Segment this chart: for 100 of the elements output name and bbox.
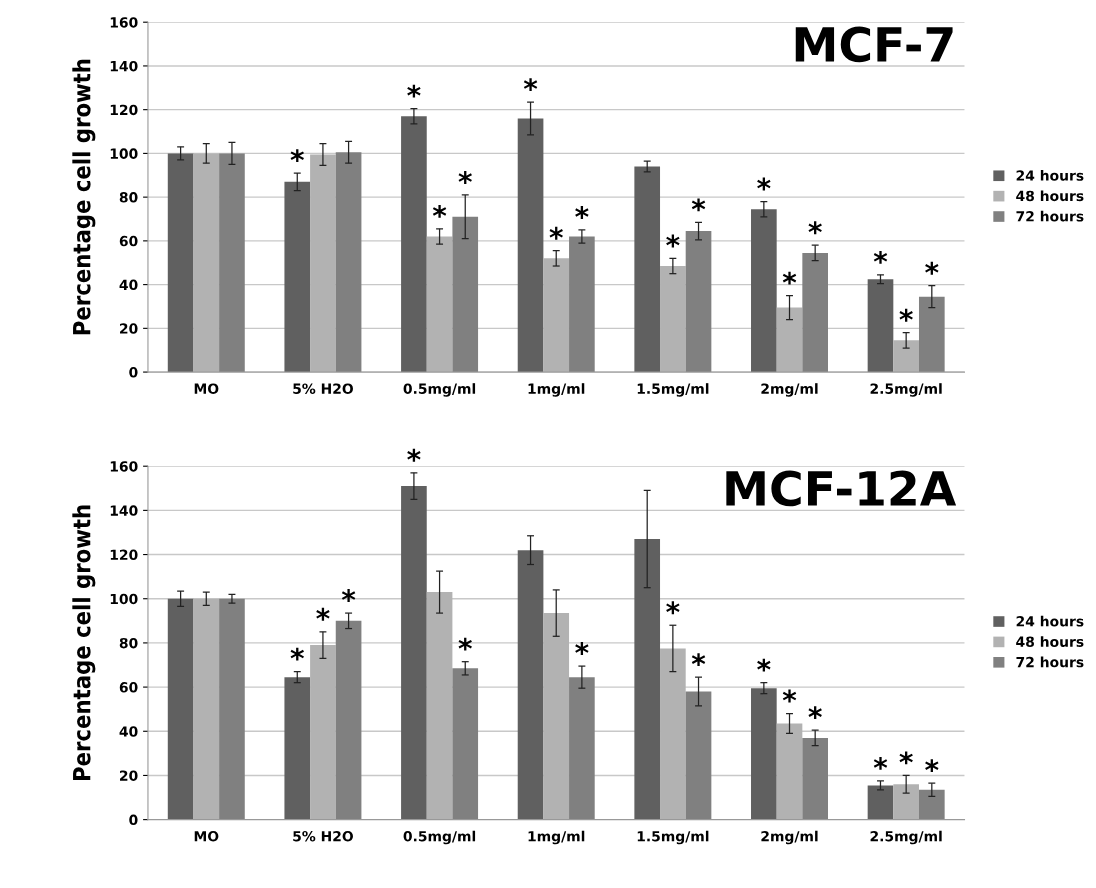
bar — [893, 784, 919, 820]
x-tick-label: 2mg/ml — [761, 830, 818, 845]
data-label: * — [757, 658, 771, 672]
data-label: * — [782, 271, 797, 285]
bar — [776, 307, 803, 373]
y-tick-label: 80 — [119, 637, 138, 649]
bar — [543, 258, 570, 373]
data-label: * — [899, 308, 913, 322]
bar — [802, 737, 828, 820]
legend-label: 24 hours — [1016, 615, 1084, 627]
bar — [569, 677, 595, 820]
chart-title: MCF-12A — [726, 470, 957, 507]
x-tick-label: MO — [194, 383, 219, 394]
data-label: * — [873, 250, 888, 264]
y-tick-label: 100 — [110, 148, 138, 159]
x-tick-label: 2.5mg/ml — [870, 830, 942, 845]
data-label: * — [575, 206, 589, 219]
bar — [219, 153, 245, 373]
bar — [685, 691, 712, 820]
bar — [167, 153, 194, 373]
bar — [401, 486, 427, 820]
bar — [193, 598, 220, 820]
y-tick-label: 140 — [110, 60, 138, 72]
x-tick-label: 5% H2O — [293, 830, 353, 842]
data-label: * — [691, 198, 706, 212]
bar — [167, 598, 194, 820]
bar — [284, 181, 311, 373]
bar — [517, 118, 544, 373]
y-tick-label: 80 — [119, 192, 138, 203]
data-label: * — [666, 601, 680, 615]
bar — [310, 645, 336, 820]
x-tick-label: 1mg/ml — [528, 383, 585, 397]
data-label: * — [757, 177, 771, 191]
x-tick-label: 0.5mg/ml — [403, 830, 476, 845]
data-label: * — [782, 689, 797, 703]
data-label: * — [458, 171, 472, 184]
bar — [452, 216, 479, 373]
y-tick-label: 160 — [110, 461, 138, 472]
y-tick-label: 120 — [110, 104, 138, 116]
y-tick-label: 100 — [110, 593, 138, 605]
bar — [660, 648, 686, 820]
data-label: * — [523, 78, 538, 92]
bar — [452, 668, 479, 820]
bar — [751, 688, 777, 820]
bar — [426, 236, 453, 373]
data-label: * — [549, 226, 563, 240]
bar — [310, 154, 336, 373]
bar — [634, 539, 661, 820]
bar — [335, 620, 362, 820]
data-label: * — [808, 221, 822, 235]
legend-label: 72 hours — [1016, 210, 1084, 222]
data-label: * — [316, 607, 330, 621]
x-tick-label: 0.5mg/ml — [403, 383, 476, 397]
y-tick-label: 20 — [120, 323, 138, 334]
x-tick-label: 1mg/ml — [528, 830, 585, 845]
bar — [193, 153, 220, 373]
y-tick-label: 60 — [119, 682, 138, 693]
bar — [918, 296, 945, 373]
bar — [918, 789, 945, 820]
bar — [660, 266, 686, 373]
y-tick-label: 40 — [119, 726, 138, 737]
y-axis-title: Percentage cell growth — [72, 505, 96, 781]
data-label: * — [432, 204, 447, 218]
bar — [685, 231, 712, 373]
data-label: * — [808, 706, 822, 720]
y-tick-label: 0 — [129, 814, 138, 826]
data-label: * — [925, 759, 939, 773]
y-tick-label: 120 — [110, 549, 138, 561]
x-tick-label: 5% H2O — [293, 383, 353, 394]
data-label: * — [873, 756, 888, 770]
data-label: * — [899, 751, 913, 765]
bar — [517, 550, 544, 820]
bar — [335, 152, 362, 373]
chart-title: MCF-7 — [795, 26, 953, 63]
bar — [284, 677, 311, 820]
x-tick-label: 1.5mg/ml — [637, 383, 709, 397]
x-tick-label: MO — [194, 830, 219, 842]
legend-label: 72 hours — [1016, 656, 1084, 668]
bar — [426, 592, 453, 820]
legend-label: 48 hours — [1016, 190, 1084, 202]
bar — [893, 340, 919, 373]
data-label: * — [575, 642, 589, 656]
data-label: * — [666, 234, 680, 248]
x-tick-label: 1.5mg/ml — [637, 830, 709, 845]
data-label: * — [290, 647, 304, 661]
bar — [569, 236, 595, 373]
bar — [219, 598, 245, 820]
y-tick-label: 140 — [110, 505, 138, 516]
data-label: * — [925, 261, 939, 275]
bar — [401, 116, 427, 373]
bar — [751, 209, 777, 373]
legend-label: 24 hours — [1016, 170, 1084, 181]
y-tick-label: 60 — [119, 235, 138, 247]
bar — [634, 166, 661, 373]
bar — [802, 252, 828, 373]
data-label: * — [691, 653, 706, 667]
bar — [867, 785, 894, 820]
bar — [776, 723, 803, 820]
data-label: * — [407, 448, 421, 462]
y-tick-label: 0 — [129, 367, 138, 378]
